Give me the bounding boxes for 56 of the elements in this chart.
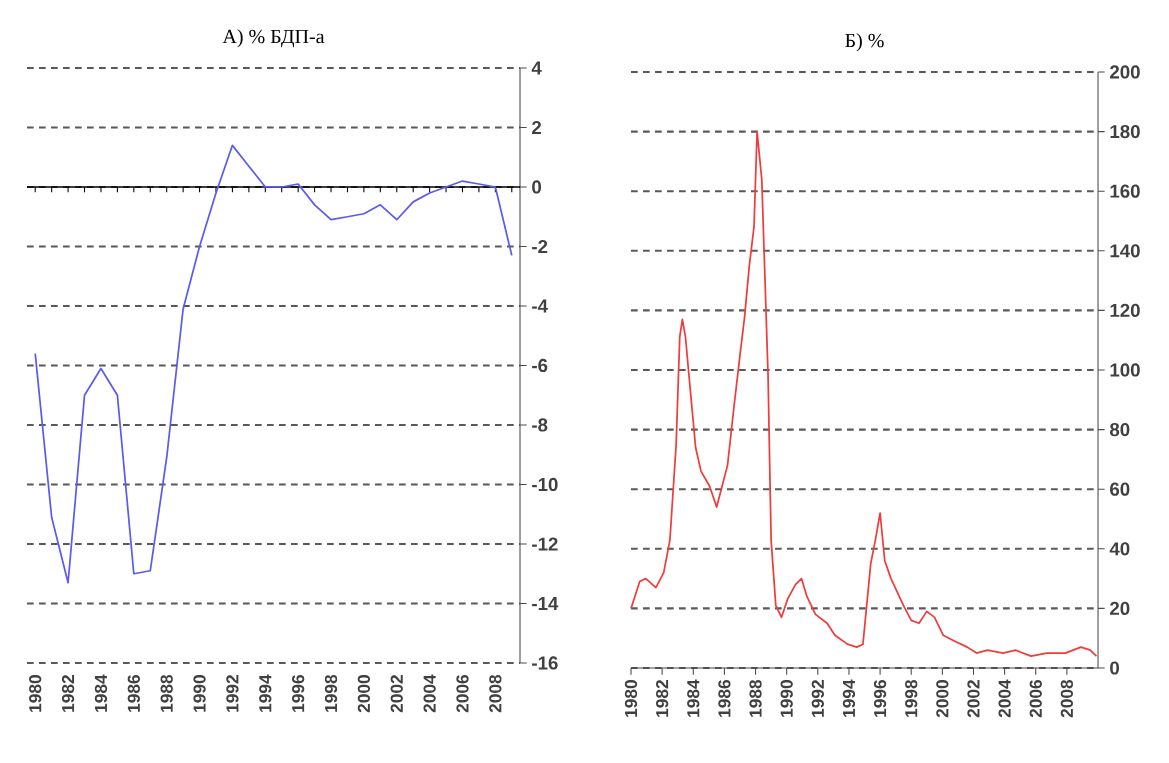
- x-tick-label: 1996: [873, 680, 887, 717]
- y-tick-label: -12: [532, 537, 558, 551]
- x-tick-label: 1990: [193, 675, 206, 712]
- y-tick-label: 200: [1110, 65, 1140, 79]
- x-tick-label: 1988: [749, 679, 762, 717]
- x-tick-label: 1984: [94, 674, 108, 712]
- x-tick-label: 1996: [292, 675, 305, 712]
- y-tick-label: 60: [1110, 482, 1130, 496]
- x-tick-label: 2000: [936, 680, 949, 718]
- line-series: [630, 130, 1098, 657]
- x-tick-label: 1998: [324, 674, 338, 712]
- x-tick-label: 1980: [29, 675, 42, 712]
- x-tick-label: 2002: [967, 680, 980, 718]
- x-tick-label: 1992: [811, 680, 824, 717]
- x-tick-label: 1994: [259, 674, 272, 712]
- x-tick-label: 1992: [226, 675, 239, 712]
- y-tick-label: -4: [532, 299, 548, 313]
- chart-title: А) % БДП-а: [222, 29, 325, 48]
- y-tick-label: 180: [1110, 124, 1140, 139]
- y-tick-label: -6: [532, 358, 548, 373]
- y-tick-label: 20: [1110, 601, 1130, 616]
- x-tick-label: 1986: [127, 675, 140, 712]
- y-tick-label: -10: [532, 477, 558, 492]
- y-tick-label: 40: [1109, 542, 1130, 556]
- x-tick-label: 2002: [390, 675, 403, 713]
- y-tick-label: 120: [1110, 303, 1140, 318]
- chart-title: Б) %: [845, 33, 884, 52]
- x-tick-label: 1982: [61, 675, 75, 712]
- y-tick-label: -14: [532, 597, 559, 610]
- x-tick-label: 2000: [357, 675, 371, 713]
- x-tick-label: 1980: [624, 680, 638, 717]
- y-tick-label: 160: [1110, 184, 1140, 198]
- y-tick-label: 0: [1110, 661, 1120, 675]
- x-tick-label: 1988: [160, 674, 173, 712]
- x-tick-label: 2006: [1029, 680, 1042, 718]
- x-tick-label: 1984: [687, 679, 700, 717]
- x-tick-label: 2008: [1060, 679, 1074, 718]
- y-tick-label: -8: [532, 418, 548, 432]
- x-tick-label: 1998: [905, 679, 918, 717]
- y-tick-label: 0: [532, 180, 541, 194]
- y-tick-label: 80: [1109, 422, 1130, 437]
- y-tick-label: 140: [1110, 244, 1140, 258]
- x-tick-label: 1994: [842, 679, 856, 717]
- y-tick-label: -16: [532, 656, 558, 670]
- x-tick-label: 1986: [718, 680, 731, 717]
- x-tick-label: 2006: [456, 675, 469, 713]
- y-tick-label: -2: [532, 239, 548, 254]
- x-tick-label: 1982: [656, 680, 669, 717]
- x-tick-label: 2008: [489, 674, 502, 713]
- line-series: [34, 144, 513, 584]
- x-tick-label: 1990: [780, 680, 793, 717]
- x-tick-label: 2004: [998, 679, 1011, 718]
- x-tick-label: 2004: [423, 674, 436, 713]
- y-tick-label: 100: [1110, 363, 1140, 377]
- y-tick-label: 4: [531, 61, 542, 75]
- y-tick-label: 2: [532, 120, 542, 135]
